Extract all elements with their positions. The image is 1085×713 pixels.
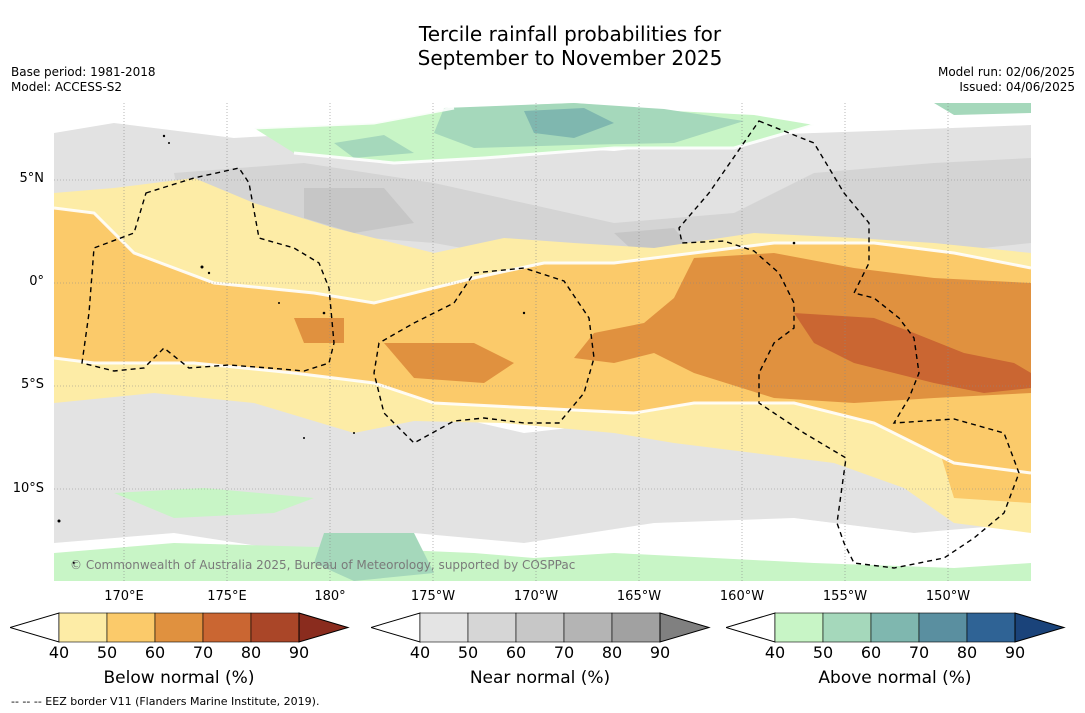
eez-border-central — [373, 267, 595, 444]
cb-above-cell — [774, 612, 824, 643]
lon-tick-165w: 165°W — [616, 589, 662, 604]
colorbar-above-over — [1014, 612, 1066, 643]
meta-left: Base period: 1981-2018 Model: ACCESS-S2 — [11, 65, 156, 95]
lat-tick-5s: 5°S — [20, 377, 44, 392]
cb-above-tick-60: 60 — [860, 643, 882, 662]
lon-tick-170e: 170°E — [104, 589, 144, 604]
lat-tick-5n: 5°N — [19, 171, 45, 186]
lat-tick-0: 0° — [29, 274, 44, 289]
cb-near-tick-50: 50 — [457, 643, 479, 662]
cb-above-tick-70: 70 — [908, 643, 930, 662]
cb-below-tick-70: 70 — [192, 643, 214, 662]
meta-right: Model run: 02/06/2025 Issued: 04/06/2025 — [938, 65, 1075, 95]
cb-near-cell — [419, 612, 469, 643]
cb-near-tick-60: 60 — [505, 643, 527, 662]
base-period: Base period: 1981-2018 — [11, 65, 156, 79]
cb-near-cell — [563, 612, 613, 643]
cb-above-tick-40: 40 — [764, 643, 786, 662]
colorbar-near-under — [371, 612, 421, 643]
cb-below-cell — [202, 612, 252, 643]
cb-above-cell — [822, 612, 872, 643]
cb-below-tick-50: 50 — [96, 643, 118, 662]
colorbar-above-title: Above normal (%) — [818, 668, 972, 688]
lon-tick-155w: 155°W — [822, 589, 868, 604]
title-line-2: September to November 2025 — [417, 46, 723, 70]
probability-fills — [54, 103, 1031, 581]
colorbar-above — [726, 612, 1066, 643]
cb-above-cell — [966, 612, 1016, 643]
model-run: Model run: 02/06/2025 — [937, 65, 1075, 79]
lon-tick-175w: 175°W — [410, 589, 456, 604]
colorbar-near-title: Near normal (%) — [469, 668, 611, 688]
lon-tick-180: 180° — [314, 589, 346, 604]
colorbar-below-title: Below normal (%) — [103, 668, 255, 688]
model-name: Model: ACCESS-S2 — [11, 80, 123, 94]
cb-near-cell — [467, 612, 517, 643]
cb-above-cell — [918, 612, 968, 643]
cb-near-cell — [515, 612, 565, 643]
near-normal-south — [54, 373, 1031, 553]
lon-tick-150w: 150°W — [925, 589, 971, 604]
cb-below-cell — [58, 612, 108, 643]
islands — [57, 134, 796, 565]
cb-near-tick-80: 80 — [601, 643, 623, 662]
lon-tick-160w: 160°W — [719, 589, 765, 604]
lat-tick-10s: 10°S — [12, 481, 44, 496]
above-normal-ne — [934, 103, 1031, 115]
colorbar-below — [10, 612, 350, 643]
cb-below-cell — [106, 612, 156, 643]
eez-footnote: -- -- -- EEZ border V11 (Flanders Marine… — [11, 695, 320, 708]
cb-near-tick-70: 70 — [553, 643, 575, 662]
cb-above-tick-90: 90 — [1004, 643, 1026, 662]
cb-below-cell — [154, 612, 204, 643]
cb-above-cell — [870, 612, 920, 643]
below-normal-70 — [794, 313, 1031, 393]
eez-border-west — [81, 167, 335, 372]
cb-above-tick-50: 50 — [812, 643, 834, 662]
probability-map — [54, 103, 1031, 581]
issued-date: Issued: 04/06/2025 — [959, 80, 1075, 94]
cb-below-tick-80: 80 — [240, 643, 262, 662]
map-title: Tercile rainfall probabilities for Septe… — [0, 22, 1085, 70]
cb-below-tick-90: 90 — [288, 643, 310, 662]
colorbar-above-under — [726, 612, 776, 643]
cb-below-tick-40: 40 — [48, 643, 70, 662]
cb-below-tick-60: 60 — [144, 643, 166, 662]
above-normal-south — [54, 488, 1031, 581]
eez-border-east — [678, 120, 1020, 569]
copyright-credit: © Commonwealth of Australia 2025, Bureau… — [70, 558, 576, 572]
below-normal-60 — [294, 253, 1031, 403]
cb-below-cell — [250, 612, 300, 643]
colorbar-below-over — [298, 612, 350, 643]
white-contours — [54, 106, 1031, 475]
colorbar-near — [371, 612, 711, 643]
eez-borders — [81, 120, 1020, 569]
cb-near-tick-40: 40 — [409, 643, 431, 662]
lon-tick-175e: 175°E — [207, 589, 247, 604]
cb-near-tick-90: 90 — [649, 643, 671, 662]
above-normal-south-2 — [314, 533, 434, 581]
grid-lines — [54, 103, 1031, 581]
title-line-1: Tercile rainfall probabilities for — [418, 22, 722, 46]
cb-near-cell — [611, 612, 661, 643]
above-normal-north-3 — [524, 108, 614, 138]
lon-tick-170w: 170°W — [513, 589, 559, 604]
colorbar-near-over — [659, 612, 711, 643]
colorbar-below-under — [10, 612, 60, 643]
cb-above-tick-80: 80 — [956, 643, 978, 662]
